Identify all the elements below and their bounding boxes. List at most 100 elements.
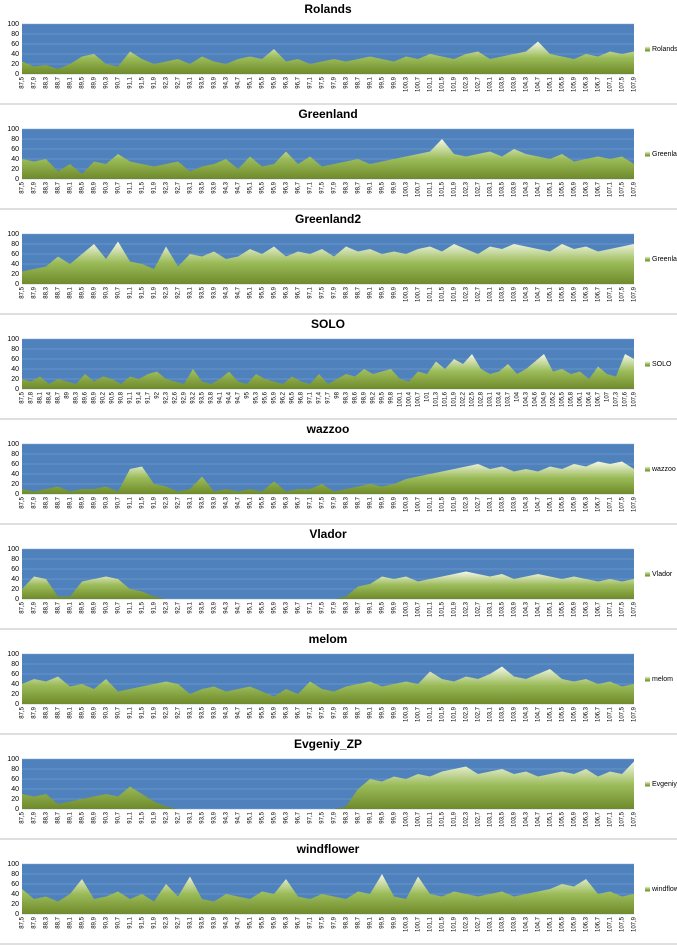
y-tick-label: 60: [11, 776, 19, 783]
x-tick-label: 94,3: [224, 916, 230, 928]
x-tick-label: 104: [515, 391, 521, 402]
x-tick-label: 98,3: [344, 286, 350, 298]
x-tick-label: 100,3: [404, 811, 410, 827]
x-tick-label: 95,6: [263, 391, 269, 403]
x-tick-label: 91,1: [128, 601, 134, 613]
x-tick-label: 100,3: [404, 916, 410, 932]
x-tick-label: 104,3: [524, 181, 530, 197]
x-tick-label: 105,1: [548, 76, 554, 92]
x-tick-label: 92,3: [164, 916, 170, 928]
x-tick-label: 98,6: [353, 391, 359, 403]
y-tick-label: 20: [11, 166, 19, 173]
x-tick-label: 105,1: [548, 916, 554, 932]
x-tick-label: 97,5: [320, 916, 326, 928]
x-tick-label: 99,1: [368, 811, 374, 823]
x-tick-label: 87,9: [32, 811, 38, 823]
x-tick-label: 105,1: [548, 811, 554, 827]
x-tick-label: 92,7: [176, 601, 182, 613]
y-tick-label: 40: [11, 576, 19, 583]
x-tick-label: 87,5: [20, 811, 26, 823]
x-tick-label: 91,1: [128, 706, 134, 718]
x-tick-label: 104,3: [524, 706, 530, 722]
x-tick-label: 91,1: [128, 916, 134, 928]
x-tick-label: 88,3: [44, 76, 50, 88]
y-tick-label: 100: [7, 126, 19, 133]
x-tick-label: 87,8: [29, 391, 35, 403]
y-tick-label: 80: [11, 31, 19, 38]
x-tick-label: 99,5: [380, 181, 386, 193]
y-tick-label: 40: [11, 681, 19, 688]
x-tick-label: 87,5: [20, 496, 26, 508]
x-tick-label: 95,1: [248, 181, 254, 193]
x-tick-label: 106,7: [596, 76, 602, 92]
x-tick-label: 102,7: [476, 181, 482, 197]
x-tick-label: 101,1: [428, 706, 434, 722]
x-tick-label: 94,7: [236, 76, 242, 88]
x-tick-label: 101,5: [440, 811, 446, 827]
x-tick-label: 89,5: [80, 286, 86, 298]
x-tick-label: 99,9: [392, 76, 398, 88]
x-tick-label: 96,7: [296, 601, 302, 613]
x-tick-label: 107,5: [620, 811, 626, 827]
chart-title: Rolands: [304, 2, 352, 16]
x-tick-label: 102,7: [476, 286, 482, 302]
x-tick-label: 106,3: [584, 76, 590, 92]
x-tick-label: 105,9: [572, 916, 578, 932]
x-tick-label: 102,3: [464, 706, 470, 722]
x-tick-label: 89,5: [80, 601, 86, 613]
x-tick-label: 95,9: [272, 286, 278, 298]
x-tick-label: 107,9: [632, 496, 638, 512]
y-tick-label: 60: [11, 671, 19, 678]
x-tick-label: 88,4: [47, 391, 53, 403]
x-tick-label: 95,3: [254, 391, 260, 403]
x-tick-label: 89,1: [68, 181, 74, 193]
x-tick-label: 91,1: [128, 76, 134, 88]
x-tick-label: 94,3: [224, 496, 230, 508]
x-tick-label: 101,9: [452, 286, 458, 302]
x-tick-label: 89,1: [68, 286, 74, 298]
x-tick-label: 107,1: [608, 706, 614, 722]
area: [22, 874, 634, 914]
y-tick-label: 40: [11, 786, 19, 793]
x-tick-label: 101,9: [452, 181, 458, 197]
x-tick-label: 95,5: [260, 496, 266, 508]
x-tick-label: 99,9: [392, 496, 398, 508]
x-tick-label: 103,9: [512, 706, 518, 722]
y-tick-label: 80: [11, 241, 19, 248]
x-tick-label: 88,7: [56, 496, 62, 508]
x-tick-label: 97,9: [332, 811, 338, 823]
x-tick-label: 107,5: [620, 601, 626, 617]
x-tick-label: 87,5: [20, 286, 26, 298]
x-tick-label: 98,9: [362, 391, 368, 403]
x-tick-label: 97,5: [320, 286, 326, 298]
legend-label: Rolands: [652, 46, 677, 53]
x-tick-label: 95,5: [260, 601, 266, 613]
x-tick-label: 89,5: [80, 496, 86, 508]
x-tick-label: 99,5: [380, 916, 386, 928]
x-tick-label: 98,3: [344, 916, 350, 928]
x-tick-label: 95,9: [272, 601, 278, 613]
x-tick-label: 89,6: [83, 391, 89, 403]
x-tick-label: 89,1: [68, 496, 74, 508]
x-tick-label: 100,3: [404, 496, 410, 512]
x-tick-label: 103,9: [512, 76, 518, 92]
x-tick-label: 87,5: [20, 916, 26, 928]
x-tick-label: 88,3: [44, 811, 50, 823]
chart-title: windflower: [296, 842, 360, 856]
y-tick-label: 80: [11, 766, 19, 773]
x-tick-label: 94,7: [236, 496, 242, 508]
x-tick-label: 91,9: [152, 286, 158, 298]
x-tick-label: 95,9: [272, 916, 278, 928]
x-tick-label: 105,1: [548, 181, 554, 197]
y-tick-label: 20: [11, 61, 19, 68]
x-tick-label: 92,7: [176, 286, 182, 298]
x-tick-label: 101,1: [428, 496, 434, 512]
x-tick-label: 90,3: [104, 706, 110, 718]
x-tick-label: 107,9: [632, 811, 638, 827]
x-tick-label: 96,7: [296, 286, 302, 298]
x-tick-label: 94,7: [236, 706, 242, 718]
x-tick-label: 102,3: [464, 811, 470, 827]
x-tick-label: 99,1: [368, 496, 374, 508]
x-tick-label: 99,9: [392, 916, 398, 928]
x-tick-label: 100,7: [416, 76, 422, 92]
